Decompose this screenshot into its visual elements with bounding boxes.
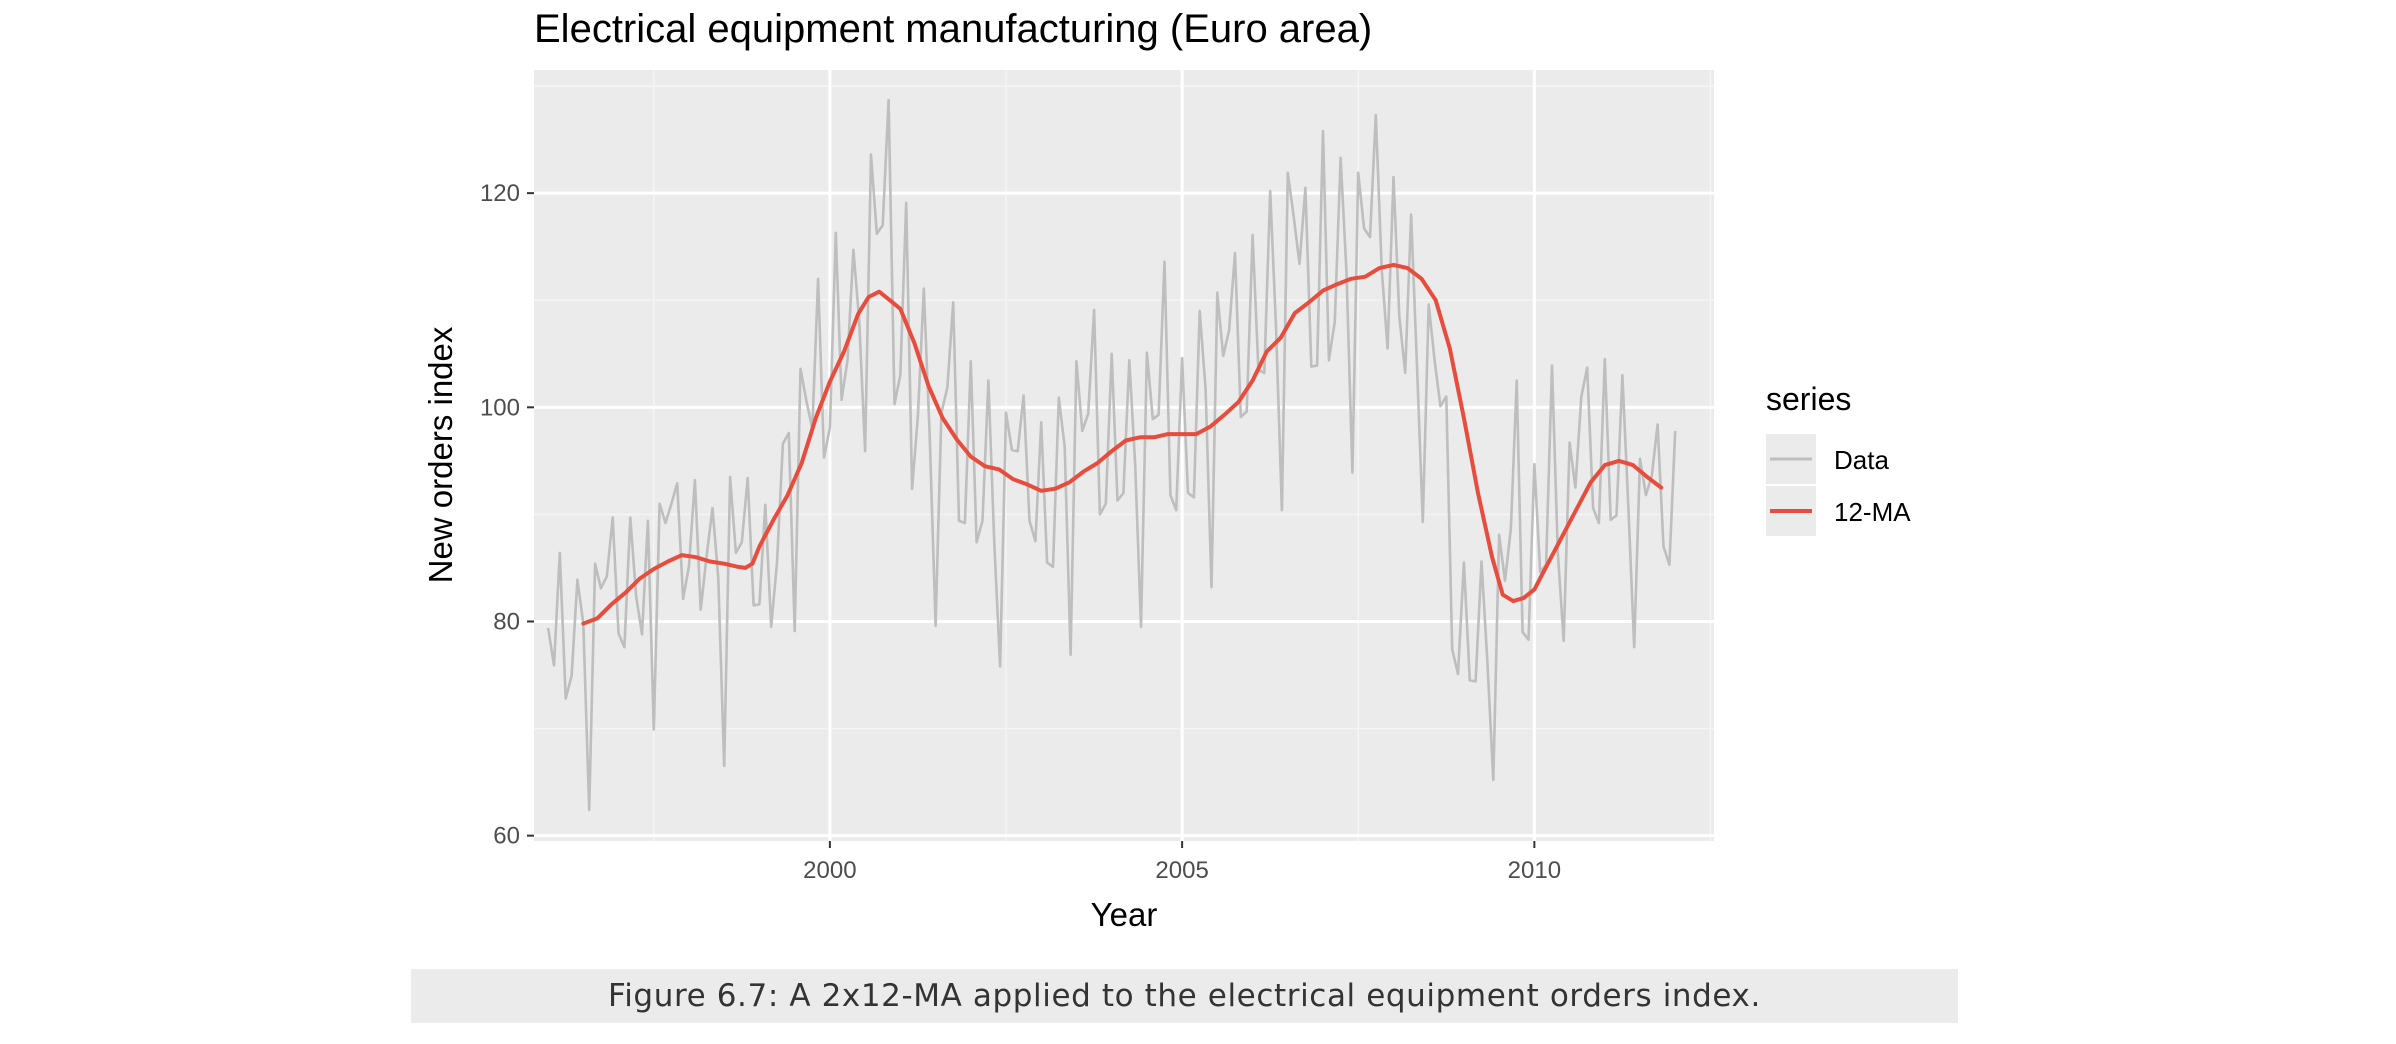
legend: series Data 12-MA — [1766, 381, 1911, 536]
x-tick-label: 2005 — [1155, 857, 1208, 884]
series-layer — [546, 98, 1677, 812]
y-tick-label: 120 — [480, 180, 520, 207]
legend-title: series — [1766, 381, 1851, 417]
x-axis-title: Year — [1091, 896, 1158, 933]
x-tick-label: 2000 — [803, 857, 856, 884]
legend-label-data: Data — [1834, 445, 1889, 475]
series-data-line — [546, 98, 1677, 812]
series-ma-line — [581, 262, 1664, 626]
y-tick-label: 60 — [493, 823, 520, 850]
y-tick-label: 100 — [480, 394, 520, 421]
legend-label-ma: 12-MA — [1834, 497, 1911, 527]
chart-title: Electrical equipment manufacturing (Euro… — [534, 7, 1372, 51]
y-axis-title: New orders index — [422, 326, 459, 583]
grid-major — [534, 70, 1714, 841]
x-tick-label: 2010 — [1508, 857, 1561, 884]
axis-ticks — [527, 192, 1536, 848]
caption-box: Figure 6.7: A 2x12-MA applied to the ele… — [411, 969, 1958, 1023]
figure-caption: Figure 6.7: A 2x12-MA applied to the ele… — [608, 978, 1761, 1014]
y-tick-label: 80 — [493, 608, 520, 635]
tick-labels: 2000 2005 2010 60 80 100 120 — [480, 180, 1561, 884]
